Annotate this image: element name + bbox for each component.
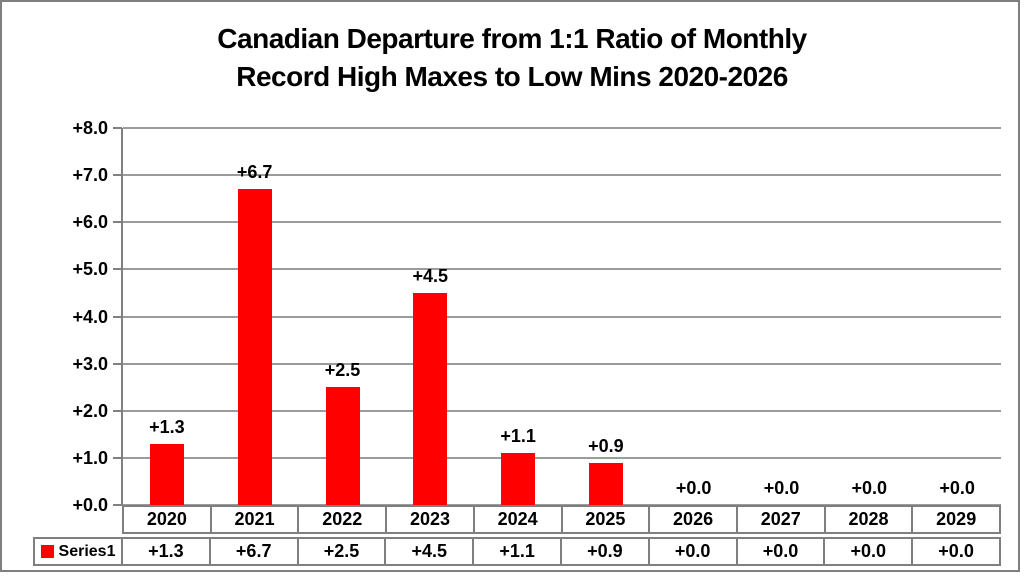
gridline: [123, 362, 1001, 365]
chart-title: Canadian Departure from 1:1 Ratio of Mon…: [0, 20, 1024, 96]
data-table-value-row: Series1 +1.3 +6.7 +2.5 +4.5 +1.1 +0.9 +0.0 +0.0…: [33, 537, 1001, 566]
bar-data-label: +4.5: [412, 265, 449, 286]
y-tick-label: +2.0: [72, 400, 108, 421]
x-axis-category-cell: 2026: [650, 507, 738, 532]
gridline: [123, 127, 1001, 129]
data-table-value-cell: +0.0: [650, 539, 738, 564]
y-axis-tick: [113, 456, 122, 459]
bar-data-label: +0.0: [675, 478, 712, 498]
y-axis-tick: [113, 362, 122, 365]
data-table-value-cell: +0.0: [738, 539, 826, 564]
bar: [237, 189, 272, 505]
gridline: [123, 315, 1001, 318]
data-table-value-cell: +0.0: [938, 541, 974, 561]
y-axis-tick: [113, 221, 122, 224]
data-table-value-cell: +0.0: [825, 539, 914, 564]
x-axis-category-cell: 2028: [826, 507, 914, 532]
data-table-value-cell: +1.1: [474, 539, 562, 564]
bar-data-label: +6.7: [236, 162, 273, 183]
data-table-value-cell: +2.5: [299, 539, 387, 564]
gridline: [123, 268, 1001, 271]
data-table-value-cell: +6.7: [211, 539, 299, 564]
x-axis-category-cell: 2020: [124, 507, 212, 532]
y-tick-label: +7.0: [72, 165, 108, 186]
x-axis-category-cell: 2027: [738, 507, 826, 532]
y-axis-tick: [113, 174, 122, 177]
bar-data-label: +0.9: [588, 435, 624, 456]
y-axis-tick: [113, 268, 122, 271]
bar: [501, 453, 536, 505]
legend-cell: Series1: [35, 539, 123, 564]
x-axis-category-cell: 2024: [475, 507, 563, 532]
bar-data-label: +1.3: [149, 416, 185, 437]
series-name-label: Series1: [58, 542, 116, 560]
y-tick-label: +5.0: [72, 259, 108, 280]
y-tick-label: +4.0: [72, 306, 108, 327]
bar-data-label: +0.0: [939, 478, 975, 498]
y-tick-label: +0.0: [72, 495, 108, 515]
x-axis-category-cell: 2025: [563, 507, 651, 532]
gridline: [123, 409, 1001, 412]
chart-title-line1: Canadian Departure from 1:1 Ratio of Mon…: [217, 23, 807, 54]
x-axis-category-cell: 2021: [212, 507, 300, 532]
bar-data-label: +1.1: [500, 426, 536, 447]
data-table-value-cell: +0.9: [562, 539, 650, 564]
y-tick-label: +1.0: [72, 447, 108, 468]
bar: [588, 462, 623, 505]
bar-data-label: +2.5: [324, 360, 361, 381]
chart-title-line2: Record High Maxes to Low Mins 2020-2026: [236, 61, 788, 92]
x-axis-category-cell: 2022: [299, 507, 388, 532]
bar: [413, 292, 448, 505]
y-axis-tick: [113, 315, 122, 318]
x-axis-category-row: 2020 2021 2022 2023 2024 2025 2026 2027 2028 2029: [122, 505, 1001, 534]
y-axis-line: [121, 128, 123, 505]
bar-data-label: +0.0: [763, 478, 800, 498]
y-tick-label: +8.0: [72, 118, 108, 138]
data-table-value-cell: +4.5: [386, 539, 475, 564]
y-tick-label: +6.0: [72, 212, 108, 233]
bar-data-label: +0.0: [851, 478, 888, 498]
series1-legend-swatch-icon: [40, 545, 54, 558]
gridline: [123, 174, 1001, 177]
x-axis-category-cell: 2029: [936, 509, 977, 529]
y-tick-label: +3.0: [72, 353, 108, 374]
x-axis-category-cell: 2023: [387, 507, 475, 532]
y-axis-tick: [113, 504, 122, 506]
bar: [325, 387, 360, 505]
bar: [149, 443, 184, 505]
gridline: [123, 456, 1001, 459]
y-axis-tick: [113, 127, 122, 129]
y-axis-tick: [113, 409, 122, 412]
gridline: [123, 221, 1001, 224]
data-table-value-cell: +1.3: [123, 539, 211, 564]
